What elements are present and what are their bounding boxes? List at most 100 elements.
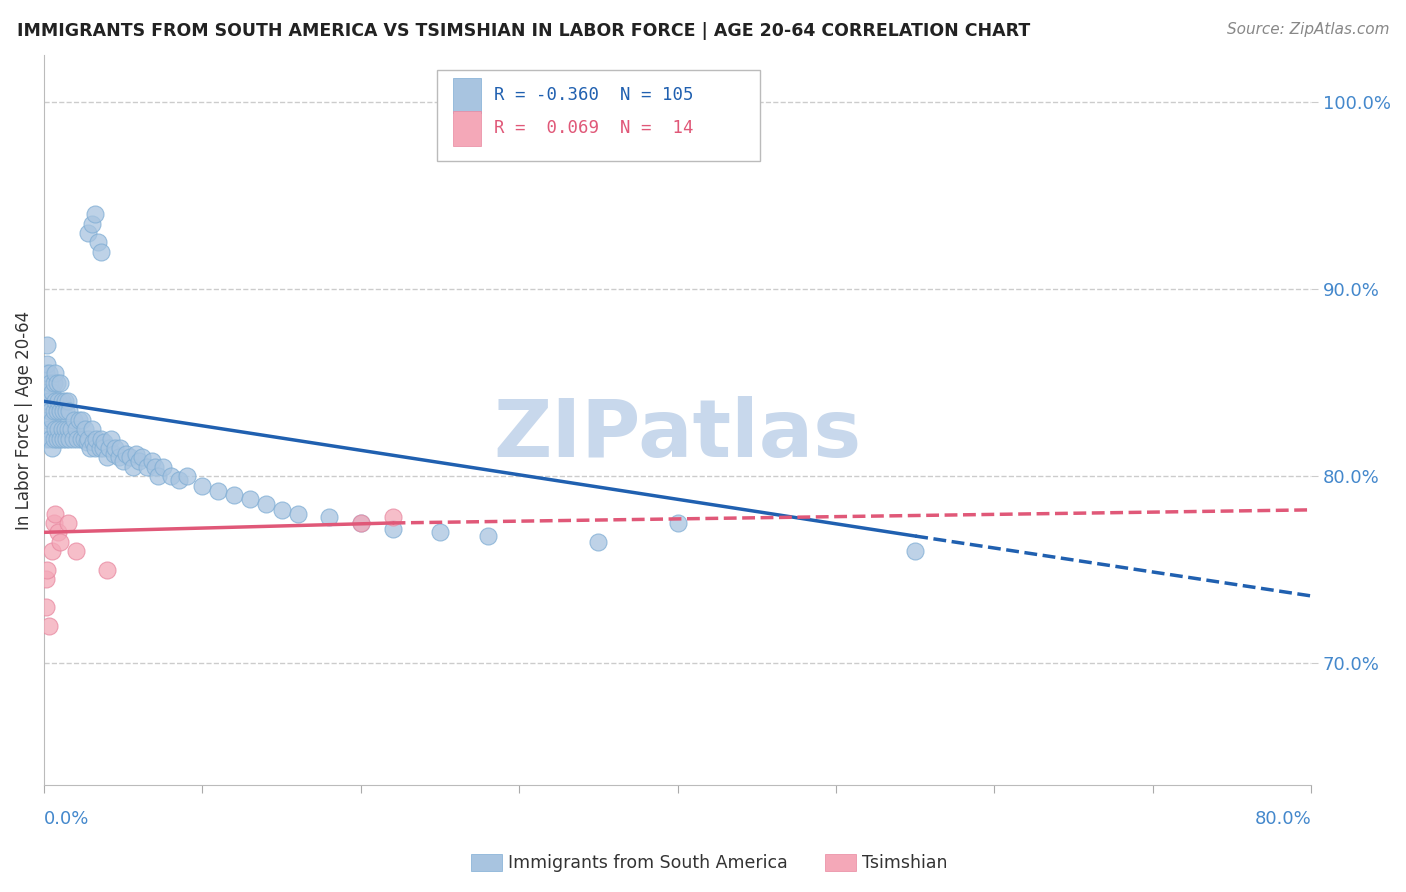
Point	[44, 394, 66, 409]
Point	[52, 403, 75, 417]
Point	[79, 441, 101, 455]
Point	[48, 525, 70, 540]
Point	[34, 600, 56, 615]
Point	[44, 507, 66, 521]
Point	[45, 403, 67, 417]
Point	[904, 544, 927, 558]
Point	[62, 432, 84, 446]
Point	[41, 441, 63, 455]
Point	[112, 454, 135, 468]
Text: Immigrants from South America: Immigrants from South America	[508, 854, 787, 871]
Text: 80.0%: 80.0%	[1254, 810, 1312, 828]
Point	[146, 469, 169, 483]
Point	[41, 544, 63, 558]
Point	[89, 441, 111, 455]
Point	[60, 422, 83, 436]
Point	[37, 357, 59, 371]
Point	[66, 432, 89, 446]
Bar	[453, 78, 481, 112]
Point	[477, 529, 499, 543]
Point	[118, 450, 141, 465]
Text: R = -0.360  N = 105: R = -0.360 N = 105	[494, 87, 693, 104]
Point	[86, 432, 108, 446]
Point	[38, 394, 60, 409]
Point	[34, 572, 56, 586]
Point	[666, 516, 689, 530]
Point	[128, 454, 150, 468]
Point	[39, 376, 62, 390]
Point	[48, 422, 70, 436]
Point	[65, 422, 87, 436]
Point	[80, 422, 103, 436]
Point	[56, 394, 79, 409]
Text: Tsimshian: Tsimshian	[862, 854, 948, 871]
Point	[141, 454, 163, 468]
Point	[76, 435, 98, 450]
Point	[56, 422, 79, 436]
Point	[55, 403, 77, 417]
Point	[58, 403, 80, 417]
FancyBboxPatch shape	[437, 70, 761, 161]
Point	[98, 441, 121, 455]
Point	[131, 450, 153, 465]
Y-axis label: In Labor Force | Age 20-64: In Labor Force | Age 20-64	[15, 310, 32, 530]
Point	[176, 469, 198, 483]
Point	[75, 422, 97, 436]
Point	[39, 403, 62, 417]
Point	[239, 491, 262, 506]
Point	[77, 432, 100, 446]
Point	[37, 384, 59, 399]
Point	[159, 469, 181, 483]
Point	[53, 422, 76, 436]
Point	[104, 441, 127, 455]
Point	[429, 525, 451, 540]
Point	[44, 366, 66, 380]
Point	[38, 422, 60, 436]
Point	[96, 563, 118, 577]
Point	[90, 432, 112, 446]
Point	[93, 435, 115, 450]
Point	[45, 432, 67, 446]
Point	[52, 432, 75, 446]
Text: ZIPatlas: ZIPatlas	[494, 396, 862, 474]
Text: IMMIGRANTS FROM SOUTH AMERICA VS TSIMSHIAN IN LABOR FORCE | AGE 20-64 CORRELATIO: IMMIGRANTS FROM SOUTH AMERICA VS TSIMSHI…	[17, 22, 1031, 40]
Point	[82, 435, 104, 450]
Point	[49, 403, 72, 417]
Point	[381, 522, 404, 536]
Point	[254, 497, 277, 511]
Point	[87, 235, 110, 250]
Point	[39, 432, 62, 446]
Point	[37, 338, 59, 352]
Point	[37, 413, 59, 427]
Point	[42, 432, 65, 446]
Point	[121, 459, 143, 474]
Point	[96, 450, 118, 465]
Text: Source: ZipAtlas.com: Source: ZipAtlas.com	[1226, 22, 1389, 37]
Point	[34, 394, 56, 409]
Point	[167, 473, 190, 487]
Point	[70, 413, 93, 427]
Point	[103, 447, 125, 461]
Point	[80, 217, 103, 231]
Point	[207, 484, 229, 499]
Point	[48, 394, 70, 409]
Point	[58, 432, 80, 446]
Point	[42, 516, 65, 530]
Point	[44, 422, 66, 436]
Point	[65, 544, 87, 558]
Text: R =  0.069  N =  14: R = 0.069 N = 14	[494, 120, 693, 137]
Point	[77, 226, 100, 240]
Point	[143, 459, 166, 474]
Point	[49, 432, 72, 446]
Point	[42, 376, 65, 390]
Point	[41, 413, 63, 427]
Point	[55, 432, 77, 446]
Point	[108, 441, 131, 455]
Point	[67, 413, 90, 427]
Point	[125, 447, 148, 461]
Point	[41, 384, 63, 399]
Point	[588, 534, 610, 549]
Point	[115, 447, 138, 461]
Bar	[453, 111, 481, 145]
Point	[152, 459, 174, 474]
